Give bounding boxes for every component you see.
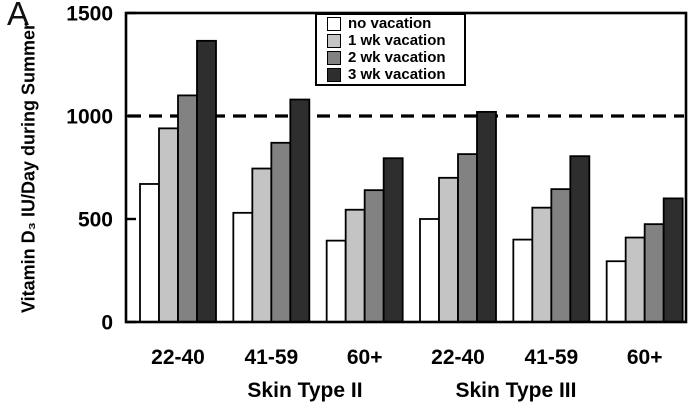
legend: no vacation 1 wk vacation 2 wk vacation 3 w… bbox=[315, 13, 466, 86]
bar-2-wk-vacation-60+ bbox=[643, 223, 665, 323]
bar-no-vacation-41-59 bbox=[512, 238, 534, 323]
group-label-2: Skin Type III bbox=[456, 379, 577, 402]
legend-item-no-vacation: no vacation bbox=[327, 16, 464, 32]
y-tick-label-500: 500 bbox=[78, 209, 113, 232]
legend-swatch-icon bbox=[327, 51, 341, 65]
y-axis-title: Vitamin D₃ IU/Day during Summer bbox=[18, 22, 39, 314]
x-tick-label-1: 41-59 bbox=[244, 346, 298, 369]
x-tick-label-0: 22-40 bbox=[151, 346, 205, 369]
bar-1-wk-vacation-41-59 bbox=[251, 167, 273, 323]
bar-1-wk-vacation-22-40 bbox=[438, 176, 459, 323]
legend-label: 3 wk vacation bbox=[348, 66, 446, 83]
bar-2-wk-vacation-41-59 bbox=[550, 188, 572, 323]
legend-swatch-icon bbox=[327, 34, 341, 48]
bar-2-wk-vacation-60+ bbox=[363, 189, 385, 323]
bar-3-wk-vacation-60+ bbox=[382, 157, 404, 323]
bar-3-wk-vacation-22-40 bbox=[196, 39, 217, 323]
x-tick-label-5: 60+ bbox=[627, 346, 663, 369]
legend-item-3-wk-vacation: 3 wk vacation bbox=[327, 67, 464, 83]
legend-label: no vacation bbox=[348, 15, 432, 32]
bar-3-wk-vacation-60+ bbox=[662, 197, 684, 323]
legend-swatch-icon bbox=[327, 17, 341, 31]
bar-no-vacation-22-40 bbox=[139, 183, 160, 323]
y-tick-label-0: 0 bbox=[101, 312, 113, 335]
y-tick-label-1500: 1500 bbox=[66, 3, 113, 26]
x-tick-label-4: 41-59 bbox=[524, 346, 578, 369]
legend-swatch-icon bbox=[327, 68, 341, 82]
y-tick-label-1000: 1000 bbox=[66, 106, 113, 129]
bar-2-wk-vacation-22-40 bbox=[177, 94, 198, 323]
bar-2-wk-vacation-22-40 bbox=[457, 153, 478, 323]
x-tick-label-2: 60+ bbox=[347, 346, 383, 369]
bar-2-wk-vacation-41-59 bbox=[270, 141, 292, 323]
panel-label: A bbox=[7, 0, 30, 32]
bar-1-wk-vacation-60+ bbox=[344, 208, 366, 323]
bar-no-vacation-22-40 bbox=[419, 218, 440, 323]
bar-1-wk-vacation-60+ bbox=[624, 236, 646, 323]
bar-3-wk-vacation-41-59 bbox=[569, 155, 591, 323]
bar-1-wk-vacation-22-40 bbox=[158, 127, 179, 323]
legend-item-1-wk-vacation: 1 wk vacation bbox=[327, 33, 464, 49]
group-label-1: Skin Type II bbox=[247, 379, 362, 402]
x-tick-label-3: 22-40 bbox=[431, 346, 485, 369]
bar-1-wk-vacation-41-59 bbox=[531, 206, 553, 323]
bar-no-vacation-60+ bbox=[605, 260, 627, 323]
legend-label: 1 wk vacation bbox=[348, 32, 446, 49]
legend-item-2-wk-vacation: 2 wk vacation bbox=[327, 50, 464, 66]
bar-no-vacation-60+ bbox=[325, 239, 347, 323]
legend-label: 2 wk vacation bbox=[348, 49, 446, 66]
bar-3-wk-vacation-22-40 bbox=[476, 110, 497, 323]
bar-3-wk-vacation-41-59 bbox=[289, 98, 311, 323]
bar-no-vacation-41-59 bbox=[232, 211, 254, 323]
